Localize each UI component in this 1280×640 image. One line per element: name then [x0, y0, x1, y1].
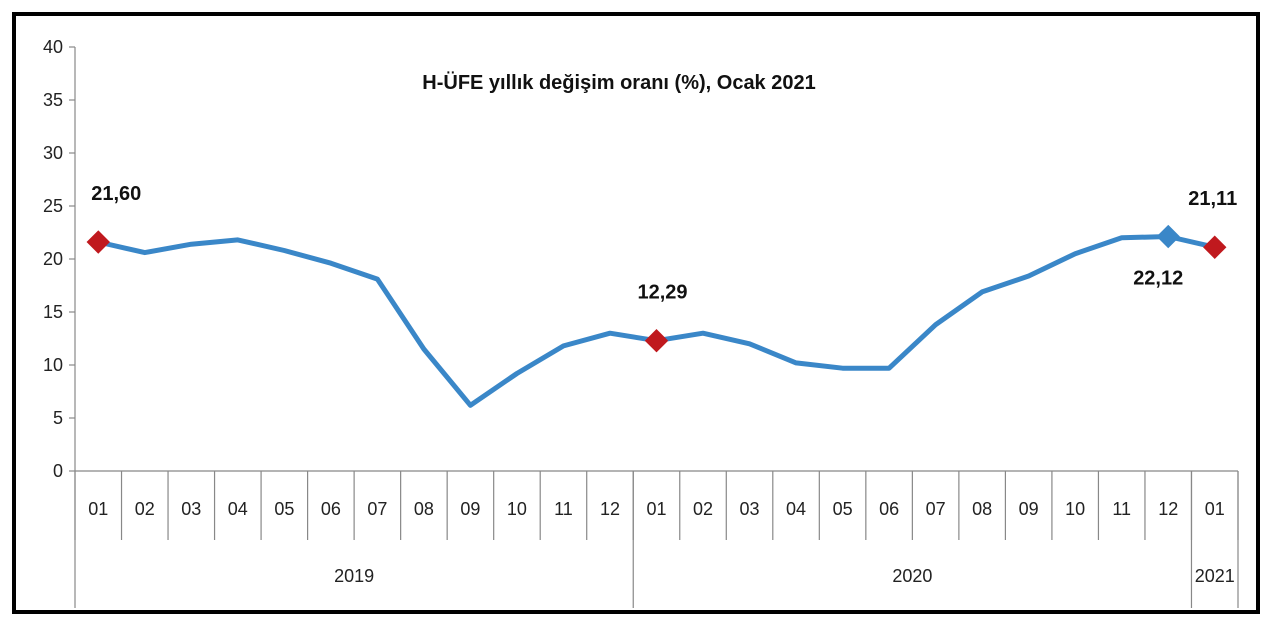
data-label: 21,60: [91, 183, 141, 205]
x-tick-label: 12: [1158, 499, 1178, 519]
series-line: [95, 234, 1218, 408]
y-axis-ticks: 0 5 10 15 20 25 30 35 40: [43, 37, 75, 481]
x-tick-label: 08: [972, 499, 992, 519]
year-group-label: 2021: [1195, 566, 1235, 586]
data-marker-diamond: [644, 329, 669, 353]
y-tick-label: 5: [53, 408, 63, 428]
y-tick-label: 15: [43, 302, 63, 322]
data-label: 21,11: [1188, 188, 1237, 210]
x-tick-label: 05: [833, 499, 853, 519]
x-tick-label: 11: [1112, 499, 1131, 519]
y-tick-label: 40: [43, 37, 63, 57]
axes: [74, 47, 1238, 608]
x-tick-label: 02: [693, 499, 713, 519]
x-tick-label: 01: [1205, 499, 1225, 519]
x-tick-label: 11: [554, 499, 573, 519]
year-groups: 2019 2020 2021: [334, 471, 1239, 608]
x-tick-label: 10: [1065, 499, 1085, 519]
y-tick-label: 35: [43, 90, 63, 110]
x-tick-label: 02: [135, 499, 155, 519]
series-polyline: [95, 234, 1218, 408]
data-marker-diamond: [1203, 235, 1227, 259]
x-tick-label: 05: [274, 499, 294, 519]
data-label: 22,12: [1133, 268, 1183, 290]
data-label: 12,29: [637, 282, 687, 304]
y-tick-label: 25: [43, 196, 63, 216]
x-tick-label: 10: [507, 499, 527, 519]
data-markers: 21,60 12,29 22,12 21,11: [86, 183, 1237, 353]
x-tick-label: 06: [321, 499, 341, 519]
x-tick-label: 08: [414, 499, 434, 519]
x-tick-label: 04: [786, 499, 806, 519]
x-tick-label: 03: [740, 499, 760, 519]
data-marker-diamond: [1156, 224, 1180, 249]
year-group-label: 2019: [334, 566, 374, 586]
x-tick-label: 07: [926, 499, 946, 519]
y-tick-label: 20: [43, 249, 63, 269]
x-tick-label: 01: [88, 499, 108, 519]
x-tick-label: 01: [646, 499, 666, 519]
data-marker-diamond: [86, 230, 110, 254]
x-axis-ticks: 01 02 03 04 05 06 07 08 09 10 11 12 01 02 03 04 05 06 07 08…: [74, 471, 1239, 540]
x-tick-label: 04: [228, 499, 248, 519]
x-tick-label: 09: [460, 499, 480, 519]
y-tick-label: 0: [53, 461, 63, 481]
x-tick-label: 07: [367, 499, 387, 519]
x-tick-label: 09: [1019, 499, 1039, 519]
year-group-label: 2020: [892, 566, 932, 586]
chart-title: H-ÜFE yıllık değişim oranı (%), Ocak 202…: [422, 71, 815, 94]
y-tick-label: 30: [43, 143, 63, 163]
x-tick-label: 12: [600, 499, 620, 519]
x-tick-label: 03: [181, 499, 201, 519]
x-tick-label: 06: [879, 499, 899, 519]
y-tick-label: 10: [43, 355, 63, 375]
